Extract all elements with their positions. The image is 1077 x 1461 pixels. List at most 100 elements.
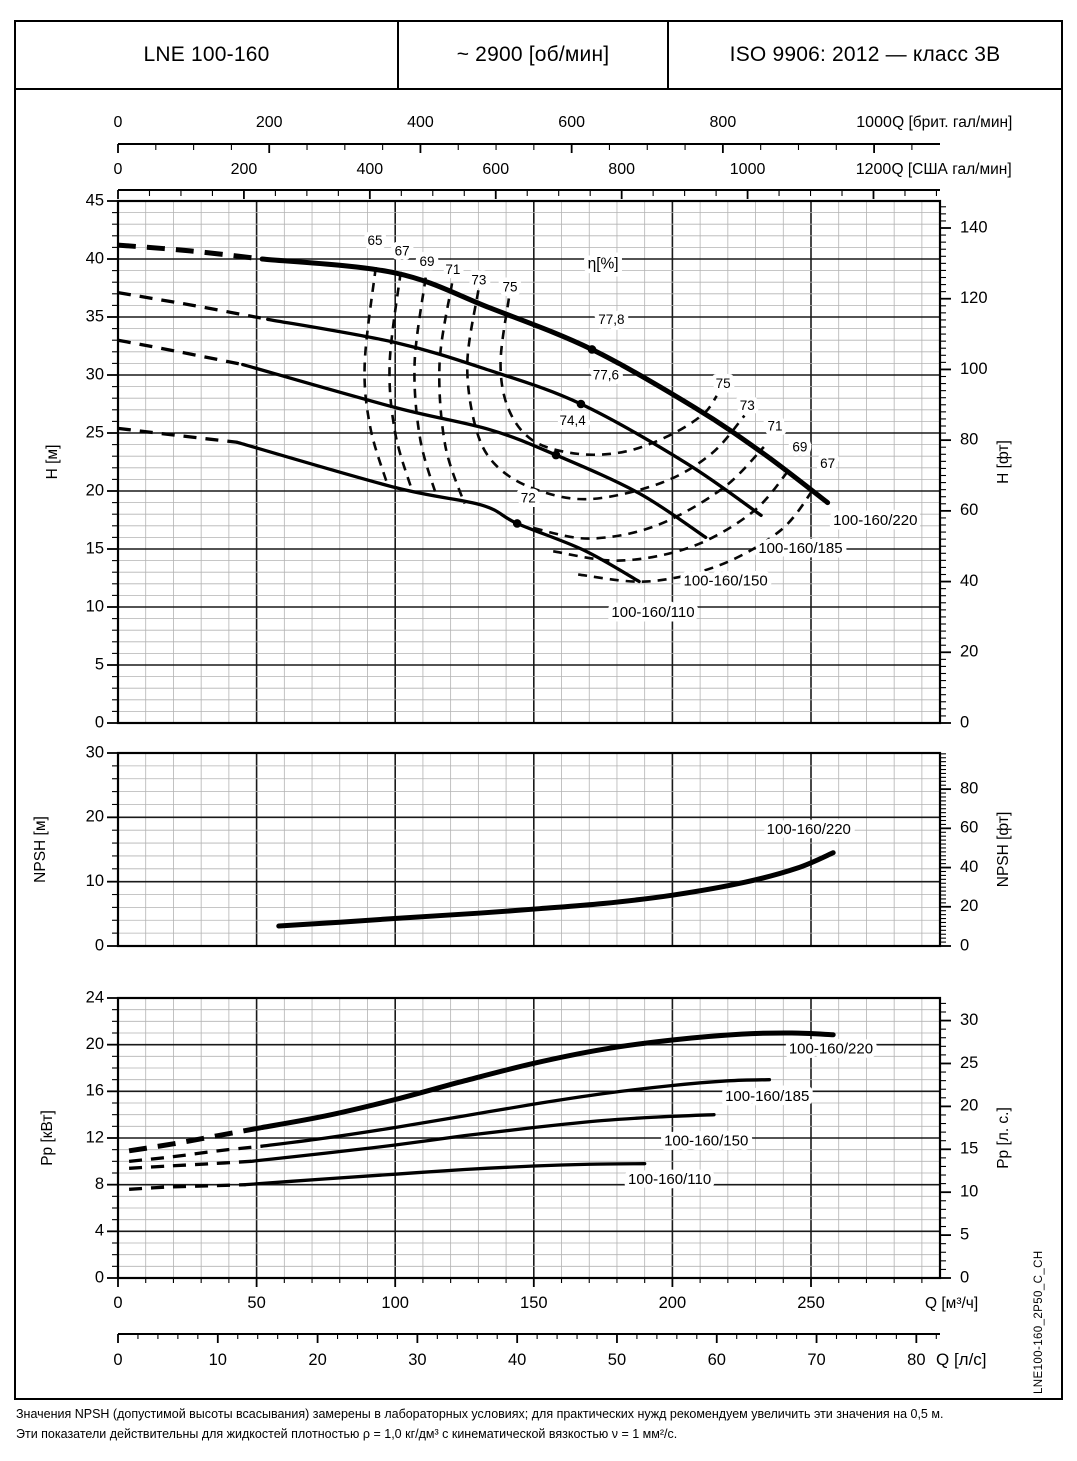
svg-text:60: 60 <box>708 1351 726 1369</box>
svg-text:16: 16 <box>86 1082 104 1100</box>
svg-text:40: 40 <box>86 249 104 267</box>
svg-text:20: 20 <box>86 808 104 826</box>
svg-text:200: 200 <box>659 1294 687 1312</box>
svg-text:Q [м³/ч]: Q [м³/ч] <box>925 1295 978 1312</box>
svg-text:10: 10 <box>960 1183 978 1201</box>
svg-text:60: 60 <box>960 501 978 519</box>
chart-npsh: 0 10 20 30 NPSH [м] 0 20 40 60 80 NPSH [фт] 100-160… <box>32 743 1012 954</box>
svg-text:24: 24 <box>86 988 104 1006</box>
svg-text:0: 0 <box>113 1294 122 1312</box>
svg-text:71: 71 <box>767 419 782 434</box>
svg-text:Q [л/с]: Q [л/с] <box>936 1350 987 1369</box>
svg-text:0: 0 <box>960 713 969 731</box>
svg-text:H [фт]: H [фт] <box>995 440 1012 484</box>
svg-text:67: 67 <box>395 244 410 259</box>
svg-text:50: 50 <box>247 1294 265 1312</box>
svg-text:20: 20 <box>308 1351 326 1369</box>
svg-text:77,8: 77,8 <box>598 312 624 327</box>
svg-text:72: 72 <box>521 491 536 506</box>
svg-text:0: 0 <box>95 1268 104 1286</box>
svg-text:70: 70 <box>807 1351 825 1369</box>
svg-text:600: 600 <box>482 161 509 178</box>
svg-text:25: 25 <box>86 423 104 441</box>
svg-text:15: 15 <box>86 539 104 557</box>
svg-text:100: 100 <box>381 1294 409 1312</box>
svg-text:0: 0 <box>114 161 123 178</box>
svg-text:60: 60 <box>960 819 978 837</box>
svg-text:77,6: 77,6 <box>593 368 619 383</box>
svg-text:400: 400 <box>356 161 383 178</box>
svg-text:100-160/150: 100-160/150 <box>683 572 767 589</box>
svg-text:Q [брит. гал/мин]: Q [брит. гал/мин] <box>892 114 1012 131</box>
footer-note-2: Эти показатели действительны для жидкост… <box>16 1426 678 1441</box>
svg-text:100-160/220: 100-160/220 <box>789 1040 873 1057</box>
svg-text:0: 0 <box>960 1268 969 1286</box>
svg-text:71: 71 <box>445 262 460 277</box>
chart-frame <box>14 20 1063 1400</box>
footer-note-1: Значения NPSH (допустимой высоты всасыва… <box>16 1407 944 1421</box>
svg-text:100-160/220: 100-160/220 <box>767 821 851 838</box>
svg-text:100: 100 <box>960 360 988 378</box>
svg-text:1000: 1000 <box>730 161 766 178</box>
svg-text:80: 80 <box>960 431 978 449</box>
svg-text:NPSH [фт]: NPSH [фт] <box>995 812 1012 888</box>
svg-text:10: 10 <box>209 1351 227 1369</box>
svg-text:Pp [л. с.]: Pp [л. с.] <box>995 1107 1012 1169</box>
svg-text:100-160/185: 100-160/185 <box>725 1088 809 1105</box>
svg-text:15: 15 <box>960 1140 978 1158</box>
svg-text:100-160/110: 100-160/110 <box>611 604 694 621</box>
header-row: LNE 100-160 ~ 2900 [об/мин] ISO 9906: 20… <box>16 22 1061 90</box>
svg-text:5: 5 <box>95 655 104 673</box>
svg-text:20: 20 <box>86 481 104 499</box>
svg-text:100-160/185: 100-160/185 <box>758 540 842 557</box>
svg-text:0: 0 <box>113 1351 122 1369</box>
svg-text:75: 75 <box>716 376 731 391</box>
svg-text:30: 30 <box>408 1351 426 1369</box>
svg-text:100-160/150: 100-160/150 <box>664 1132 748 1149</box>
svg-text:η[%]: η[%] <box>588 255 619 272</box>
svg-text:67: 67 <box>820 456 835 471</box>
svg-text:150: 150 <box>520 1294 548 1312</box>
svg-text:20: 20 <box>960 897 978 915</box>
svg-text:80: 80 <box>960 779 978 797</box>
svg-text:20: 20 <box>960 1097 978 1115</box>
svg-text:35: 35 <box>86 307 104 325</box>
svg-text:10: 10 <box>86 872 104 890</box>
svg-text:30: 30 <box>960 1011 978 1029</box>
svg-text:Q [США гал/мин]: Q [США гал/мин] <box>891 161 1011 178</box>
svg-text:1000: 1000 <box>856 114 892 131</box>
svg-text:0: 0 <box>960 936 969 954</box>
svg-text:Pp [кВт]: Pp [кВт] <box>39 1110 56 1166</box>
svg-text:73: 73 <box>471 273 486 288</box>
svg-text:40: 40 <box>508 1351 526 1369</box>
svg-text:69: 69 <box>792 440 807 455</box>
svg-text:1200: 1200 <box>856 161 892 178</box>
svg-text:65: 65 <box>367 233 382 248</box>
svg-text:4: 4 <box>95 1222 104 1240</box>
svg-text:600: 600 <box>558 114 585 131</box>
svg-text:200: 200 <box>231 161 258 178</box>
svg-text:25: 25 <box>960 1054 978 1072</box>
svg-text:8: 8 <box>95 1175 104 1193</box>
svg-text:H [м]: H [м] <box>44 445 61 480</box>
pump-speed: ~ 2900 [об/мин] <box>399 22 669 88</box>
chart-head: 0 5 10 15 20 25 30 35 40 45 H [м] 0 20 40 60 80 100 120 14… <box>44 114 1012 731</box>
svg-text:69: 69 <box>420 254 435 269</box>
svg-text:250: 250 <box>797 1294 825 1312</box>
svg-text:0: 0 <box>95 713 104 731</box>
svg-text:40: 40 <box>960 858 978 876</box>
svg-text:10: 10 <box>86 597 104 615</box>
svg-text:20: 20 <box>86 1035 104 1053</box>
pump-model: LNE 100-160 <box>16 22 399 88</box>
svg-text:50: 50 <box>608 1351 626 1369</box>
svg-text:12: 12 <box>86 1128 104 1146</box>
svg-text:40: 40 <box>960 572 978 590</box>
svg-text:NPSH [м]: NPSH [м] <box>32 816 49 883</box>
svg-text:0: 0 <box>114 114 123 131</box>
svg-text:20: 20 <box>960 643 978 661</box>
chart-power: 0 4 8 12 16 20 24 Pp [кВт] 0 5 10 15 20 25 30 Pp [л. с.… <box>39 988 1012 1369</box>
svg-text:5: 5 <box>960 1225 969 1243</box>
footer-notes: Значения NPSH (допустимой высоты всасыва… <box>16 1405 1061 1445</box>
